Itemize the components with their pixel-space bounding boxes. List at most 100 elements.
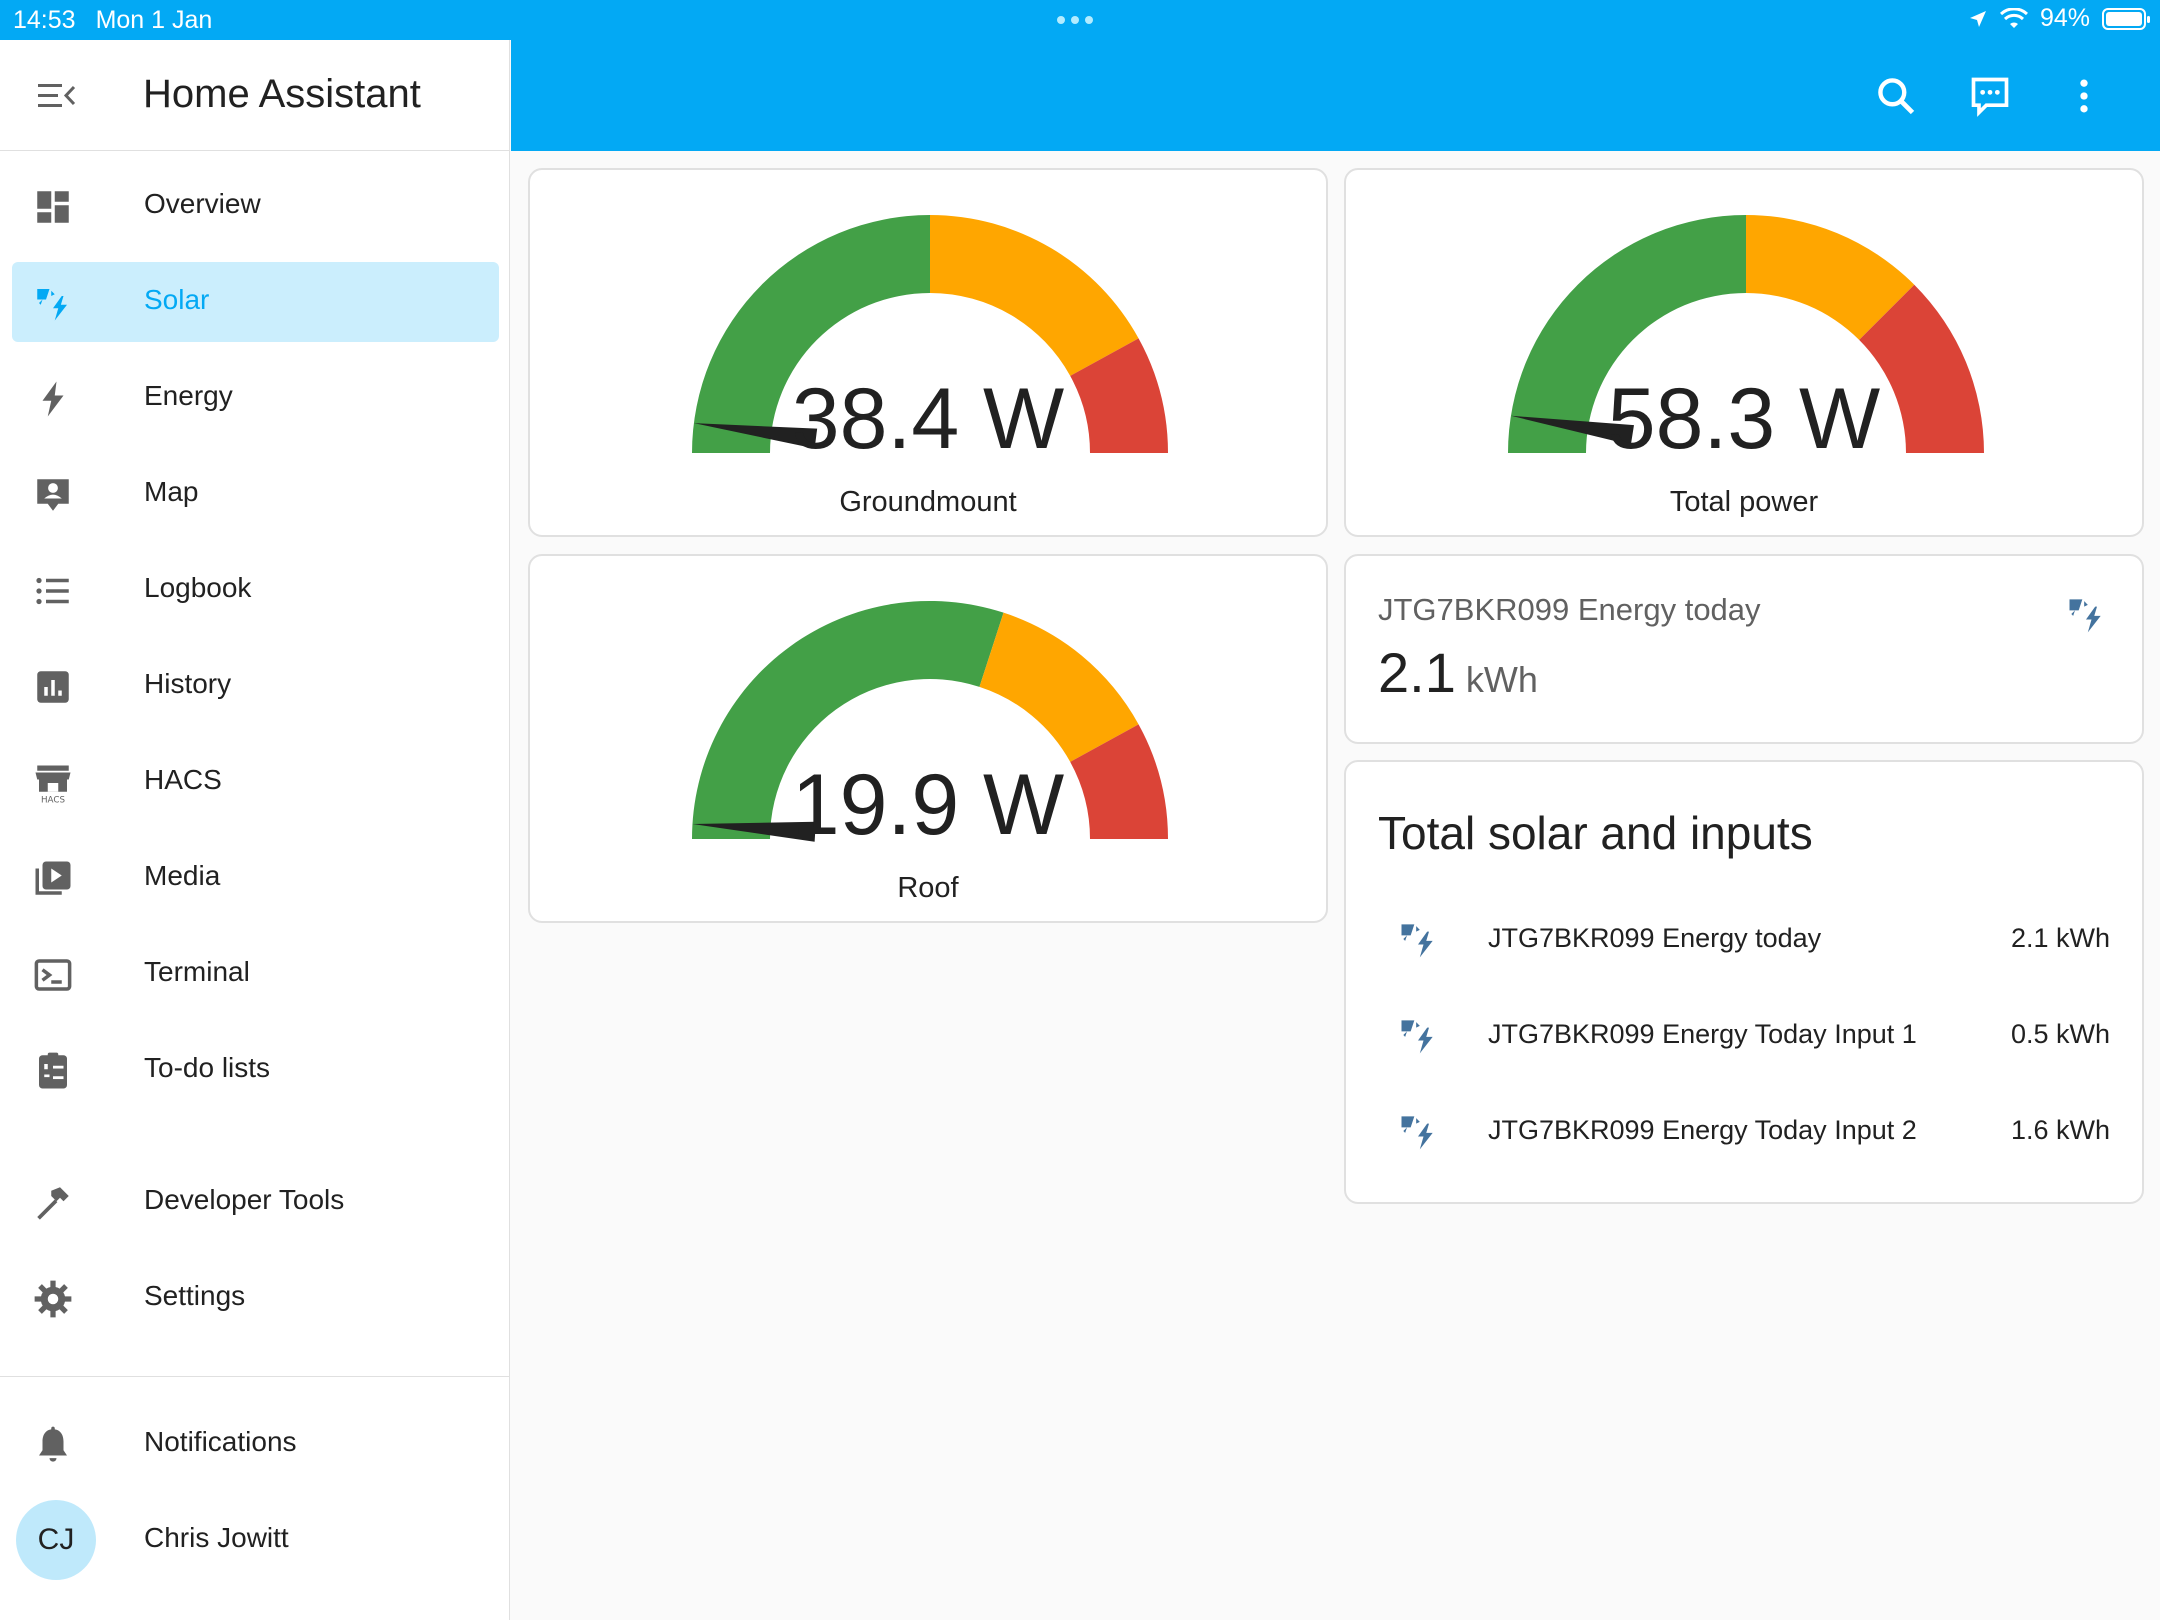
logbook-list-icon	[36, 577, 69, 605]
sidebar-divider	[0, 1376, 510, 1377]
console-icon	[34, 959, 72, 991]
entity-row[interactable]: JTG7BKR099 Energy today 2.1 kWh	[1346, 899, 2142, 979]
sidebar-item-hacs[interactable]: HACS HACS	[12, 742, 499, 822]
sidebar-item-label: Developer Tools	[144, 1184, 345, 1215]
sidebar-item-energy[interactable]: Energy	[12, 358, 499, 438]
search-icon[interactable]	[1874, 74, 1918, 118]
cog-icon	[34, 1280, 72, 1318]
play-box-multiple-icon	[35, 861, 71, 895]
sidebar-item-label: Solar	[144, 284, 210, 315]
status-bar: 14:53 Mon 1 Jan 94%	[0, 0, 2160, 40]
status-bar-right: 94%	[1968, 4, 2150, 33]
solar-power-icon	[1401, 1020, 1433, 1054]
entity-row[interactable]: JTG7BKR099 Energy Today Input 2 1.6 kWh	[1346, 1091, 2142, 1171]
gauge-name: Total power	[1669, 486, 1819, 518]
location-arrow-icon	[1969, 10, 1986, 27]
bell-icon	[39, 1426, 67, 1462]
sidebar-item-label: History	[144, 668, 232, 699]
solar-power-icon	[2069, 599, 2101, 633]
user-name: Chris Jowitt	[144, 1522, 289, 1553]
gauge-card-groundmount[interactable]: 38.4 W Groundmount	[528, 168, 1328, 537]
gauge-value: 58.3 W	[1607, 371, 1881, 467]
chart-box-icon	[37, 671, 69, 703]
status-bar-left: 14:53 Mon 1 Jan	[13, 6, 232, 35]
entity-row-name: JTG7BKR099 Energy today	[1488, 923, 1822, 953]
status-time: 14:53	[13, 6, 76, 34]
gauge-name: Roof	[897, 872, 959, 904]
gauge-segment-2	[1070, 338, 1168, 453]
sidebar-item-developer-tools[interactable]: Developer Tools	[12, 1162, 499, 1242]
avatar: CJ	[16, 1500, 96, 1580]
entities-card-total-solar: Total solar and inputs JTG7BKR099 Energy…	[1344, 760, 2144, 1204]
entity-row[interactable]: JTG7BKR099 Energy Today Input 1 0.5 kWh	[1346, 995, 2142, 1075]
status-date: Mon 1 Jan	[95, 6, 213, 34]
solar-power-icon	[1401, 1116, 1433, 1150]
sidebar-item-media[interactable]: Media	[12, 838, 499, 918]
entity-row-value: 1.6 kWh	[2010, 1115, 2110, 1145]
entity-card-unit: kWh	[1465, 659, 1538, 700]
gauge-segment-0	[692, 215, 930, 453]
gauge-value: 19.9 W	[791, 757, 1065, 853]
gauge-card-roof[interactable]: 19.9 W Roof	[528, 554, 1328, 923]
gauge-name: Groundmount	[839, 486, 1017, 518]
sidebar: Home Assistant Overview Solar Energy Map…	[0, 40, 510, 1620]
entity-row-value: 2.1 kWh	[2010, 923, 2110, 953]
gauge-segment-2	[1859, 284, 1984, 453]
sidebar-item-todo-lists[interactable]: To-do lists	[12, 1030, 499, 1110]
gauge-segment-1	[930, 215, 1139, 376]
sidebar-item-label: Logbook	[144, 572, 252, 603]
sidebar-item-notifications[interactable]: Notifications	[12, 1404, 499, 1484]
gauge-segment-0	[1508, 215, 1746, 453]
top-app-bar	[511, 40, 2160, 151]
more-vertical-icon[interactable]	[2062, 74, 2106, 118]
gauge-needle	[692, 821, 816, 842]
gauge-needle	[1510, 415, 1634, 445]
gauge-segment-2	[1070, 724, 1168, 839]
sidebar-header: Home Assistant	[0, 40, 509, 151]
menu-collapse-icon[interactable]	[34, 76, 78, 116]
battery-percent: 94%	[2039, 4, 2090, 32]
sidebar-item-label: Settings	[144, 1280, 246, 1311]
sidebar-item-map[interactable]: Map	[12, 454, 499, 534]
sidebar-item-profile[interactable]: CJ Chris Jowitt	[12, 1500, 499, 1580]
app-title: Home Assistant	[143, 72, 421, 116]
map-account-icon	[37, 479, 69, 511]
dashboard-icon	[37, 191, 69, 223]
gauge-card-total-power[interactable]: 58.3 W Total power	[1344, 168, 2144, 537]
sidebar-item-label: Terminal	[144, 956, 250, 987]
gauge-groundmount	[692, 215, 1168, 453]
sidebar-item-overview[interactable]: Overview	[12, 166, 499, 246]
gauge-segment-0	[692, 601, 1004, 839]
sidebar-item-logbook[interactable]: Logbook	[12, 550, 499, 630]
entity-row-value: 0.5 kWh	[2010, 1019, 2110, 1049]
battery-icon	[2102, 7, 2150, 30]
gauge-segment-1	[979, 612, 1139, 762]
entity-card-energy-today[interactable]: JTG7BKR099 Energy today 2.1 kWh	[1344, 554, 2144, 744]
sidebar-item-label: HACS	[144, 764, 222, 795]
sidebar-item-label: Notifications	[144, 1426, 297, 1457]
sidebar-item-solar[interactable]: Solar	[12, 262, 499, 342]
entity-row-name: JTG7BKR099 Energy Today Input 1	[1488, 1019, 1917, 1049]
solar-power-icon	[1401, 924, 1433, 958]
entity-card-value-wrap: 2.1 kWh	[1378, 640, 1538, 705]
entity-card-value: 2.1	[1378, 641, 1456, 704]
sidebar-item-label: To-do lists	[144, 1052, 271, 1083]
sidebar-item-label: Media	[144, 860, 221, 891]
sidebar-item-history[interactable]: History	[12, 646, 499, 726]
solar-power-icon	[37, 289, 67, 321]
gauge-roof	[692, 601, 1168, 842]
wifi-icon	[1999, 7, 2028, 28]
gauge-total-power	[1508, 215, 1984, 453]
sidebar-item-label: Map	[144, 476, 199, 507]
assist-chat-icon[interactable]	[1968, 74, 2012, 118]
entity-card-title: JTG7BKR099 Energy today	[1378, 592, 1761, 627]
entities-card-title: Total solar and inputs	[1378, 807, 1813, 859]
multitasking-dots-icon[interactable]	[1057, 16, 1093, 24]
lightning-bolt-icon	[42, 381, 64, 417]
clipboard-list-icon	[39, 1052, 67, 1089]
gauge-needle	[693, 423, 818, 449]
sidebar-item-terminal[interactable]: Terminal	[12, 934, 499, 1014]
svg-text:HACS: HACS	[41, 795, 66, 804]
sidebar-item-label: Energy	[144, 380, 233, 411]
sidebar-item-settings[interactable]: Settings	[12, 1258, 499, 1338]
